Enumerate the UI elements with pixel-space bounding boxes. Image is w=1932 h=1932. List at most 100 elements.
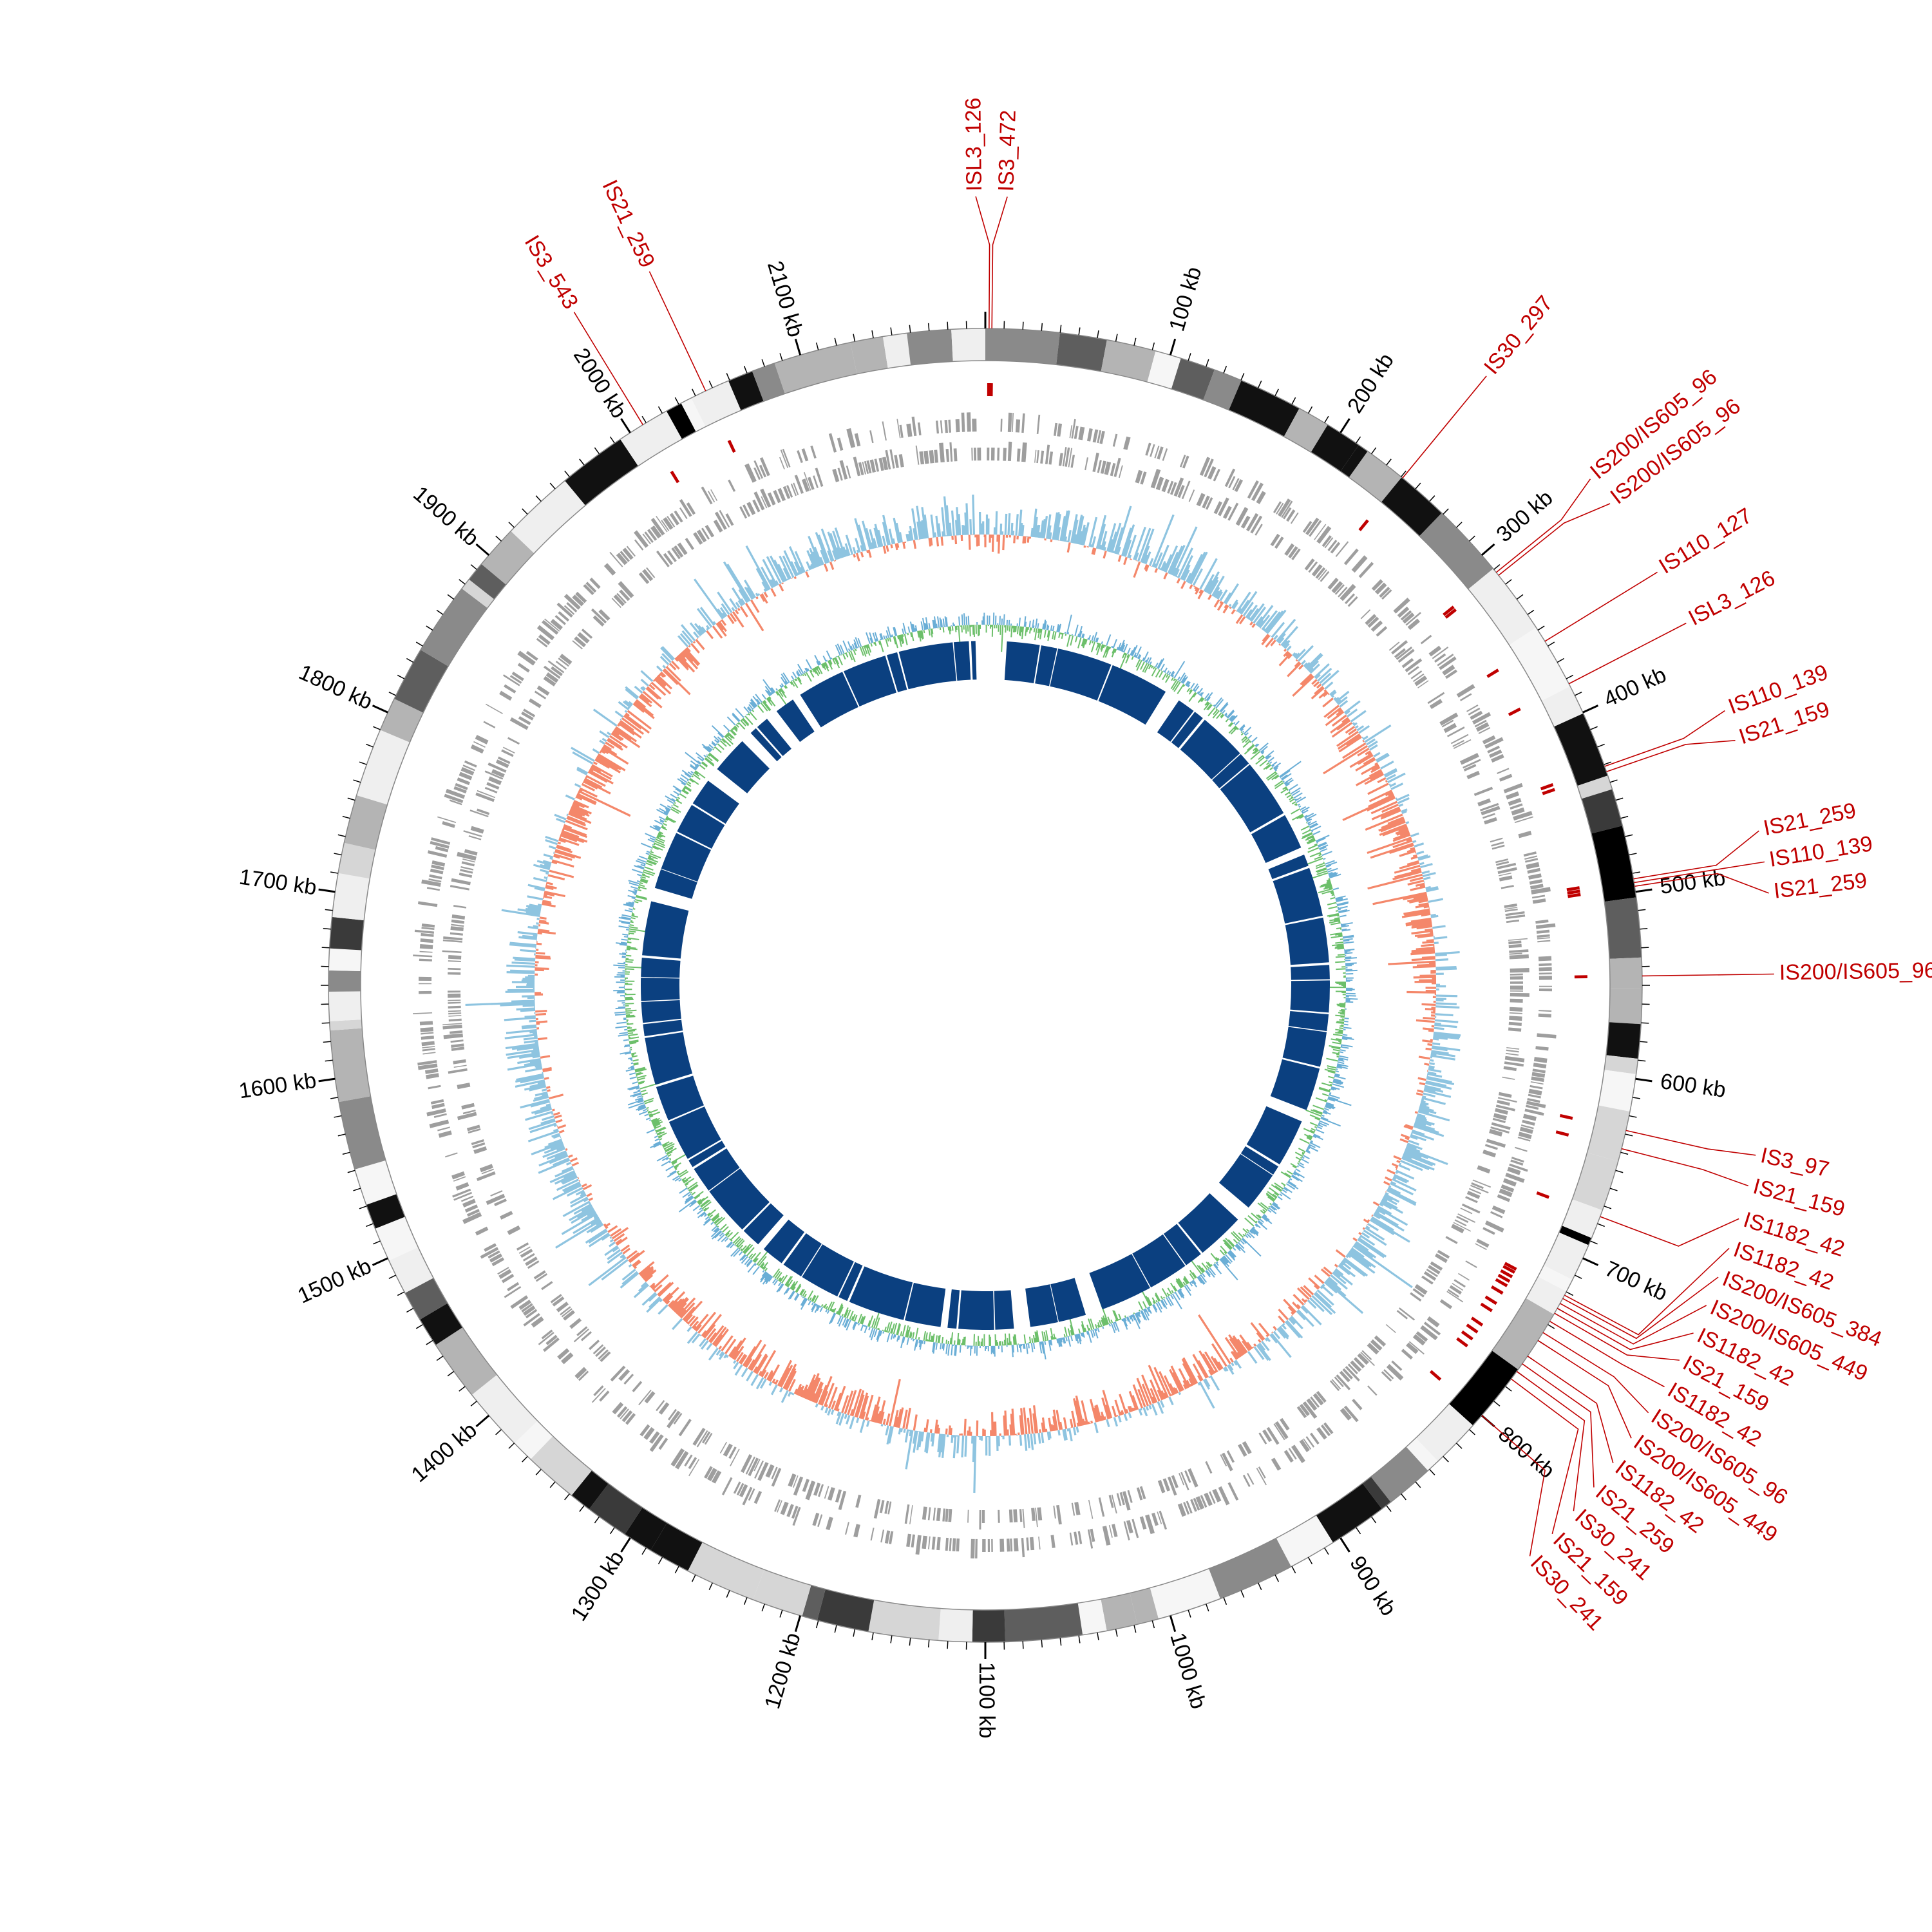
cds-reverse: [581, 629, 593, 639]
cds-reverse: [793, 1476, 804, 1496]
gc-content-bar: [1082, 634, 1085, 639]
gc-content-bar: [1228, 725, 1236, 734]
gc-skew-bar: [1379, 1202, 1384, 1207]
gc-content-bar: [649, 1111, 660, 1117]
gc-content-bar: [910, 1332, 913, 1339]
gc-skew-bar: [1401, 1155, 1435, 1171]
gc-content-bar: [1302, 810, 1309, 814]
cds-reverse: [998, 1510, 1000, 1523]
gc-content-bar: [1189, 1282, 1193, 1287]
gc-content-bar: [1344, 1018, 1349, 1019]
cds-forward: [1537, 1033, 1557, 1039]
gc-content-bar: [1339, 1019, 1345, 1021]
cds-forward: [1449, 1285, 1462, 1295]
cds-reverse: [757, 1462, 769, 1481]
gc-skew-bar: [601, 746, 629, 765]
gc-skew-bar: [1091, 547, 1095, 555]
gc-content-bar: [683, 1176, 692, 1183]
gc-skew-bar: [855, 1394, 865, 1418]
gc-skew-bar: [1071, 1410, 1077, 1428]
gc-skew-bar: [913, 1430, 918, 1453]
gc-skew-bar: [1157, 1401, 1164, 1414]
gc-content-bar: [1014, 625, 1016, 632]
gc-content-bar: [618, 925, 630, 929]
cds-forward: [1352, 1398, 1363, 1410]
cds-forward: [870, 1528, 875, 1541]
gc-content-bar: [778, 1283, 784, 1292]
gc-content-bar: [1332, 1081, 1342, 1085]
gc-skew-bar: [1363, 1218, 1370, 1224]
gc-skew-bar: [963, 525, 966, 535]
gc-skew-bar: [695, 639, 705, 650]
gc-content-bar: [1115, 1320, 1117, 1322]
gc-content-bar: [1183, 1277, 1189, 1284]
gc-skew-bar: [533, 925, 539, 928]
gc-skew-bar: [603, 1223, 607, 1227]
gc-content-bar: [876, 1330, 881, 1341]
gc-content-bar: [710, 1228, 721, 1238]
gc-content-bar: [1337, 954, 1345, 956]
gc-content-bar: [1047, 630, 1051, 641]
gc-skew-bar: [1053, 512, 1060, 540]
minor-tick: [815, 342, 819, 350]
cds-forward: [502, 674, 520, 687]
gc-content-bar: [1336, 944, 1344, 947]
gc-content-bar: [1155, 662, 1159, 668]
cds-forward: [679, 507, 688, 520]
cds-forward: [647, 529, 658, 541]
cds-reverse: [752, 499, 761, 513]
gc-skew-bar: [1410, 917, 1432, 923]
gc-content-bar: [630, 1092, 641, 1097]
cds-reverse: [656, 550, 670, 567]
cds-forward: [661, 520, 670, 531]
gc-skew-bar: [1032, 1413, 1037, 1434]
gc-content-bar: [1165, 674, 1169, 678]
gc-content-bar: [662, 1143, 667, 1147]
gc-skew-bar: [679, 653, 687, 662]
gc-skew-bar: [501, 909, 540, 918]
gc-skew-bar: [846, 1414, 851, 1425]
gc-content-bar: [1222, 1239, 1232, 1249]
gc-skew-bar: [865, 527, 873, 549]
gc-skew-bar: [1342, 795, 1396, 821]
gc-skew-bar: [620, 719, 634, 732]
cds-reverse: [1227, 502, 1239, 521]
gc-skew-bar: [540, 1055, 551, 1059]
gc-content-bar: [886, 1332, 891, 1343]
cds-forward: [1015, 419, 1021, 433]
gc-content-bar: [741, 1245, 747, 1252]
gc-content-bar: [621, 952, 627, 954]
cds-forward: [583, 583, 594, 596]
cds-reverse: [611, 598, 621, 608]
gc-skew-bar: [1229, 1358, 1234, 1363]
gc-content-bar: [1063, 1337, 1066, 1344]
tick-label: 200 kb: [1343, 349, 1399, 417]
gc-skew-bar: [1192, 1363, 1204, 1381]
minor-tick: [594, 1516, 600, 1524]
gc-content-bar: [628, 1057, 632, 1060]
gc-skew-bar: [1417, 1113, 1426, 1118]
gc-skew-bar: [1393, 1175, 1408, 1184]
gc-skew-bar: [904, 1429, 909, 1443]
gc-skew-bar: [1182, 1379, 1189, 1389]
gc-content-bar: [676, 1170, 680, 1173]
cds-reverse: [1360, 609, 1371, 620]
gc-content-bar: [875, 1317, 880, 1329]
gc-skew-bar: [618, 722, 635, 735]
cds-reverse: [457, 1112, 477, 1121]
gc-content-bar: [653, 1141, 661, 1146]
cds-forward: [634, 539, 644, 551]
gc-content-bar: [1320, 882, 1332, 887]
gc-content-bar: [738, 1251, 743, 1256]
cds-reverse: [1353, 1357, 1365, 1368]
backbone-segment: [1406, 1437, 1438, 1471]
gc-skew-bar: [627, 706, 630, 710]
gc-content-bar: [1011, 1345, 1014, 1358]
gc-content-bar: [619, 943, 627, 946]
gc-content-bar: [902, 1325, 906, 1337]
gc-skew-bar: [1426, 887, 1439, 893]
gc-content-bar: [1260, 1202, 1269, 1209]
gc-content-bar: [658, 833, 666, 838]
cds-forward: [431, 1103, 445, 1110]
backbone-segment: [985, 328, 1060, 365]
